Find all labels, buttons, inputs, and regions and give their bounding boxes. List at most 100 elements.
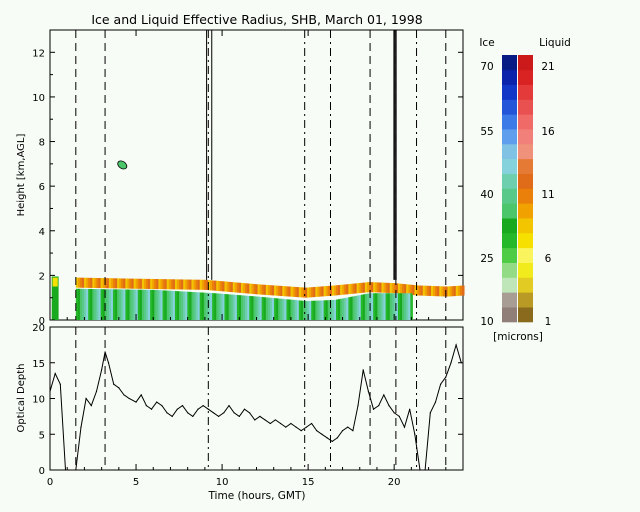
liquid-cloud-cell [220,281,223,292]
optical-depth-point [75,469,77,471]
optical-depth-point [135,401,137,403]
top-ytick-label: 4 [39,227,45,238]
optical-depth-point [378,405,380,407]
liquid-cloud-cell [150,278,153,289]
optical-depth-point [145,405,147,407]
liquid-cloud-cell [327,285,331,296]
ice-cloud-cell [164,290,168,320]
liquid-cloud-cell [236,282,240,293]
liquid-cloud-cell [172,279,176,290]
optical-depth-point [101,369,103,371]
liquid-cloud-cell [319,286,323,297]
liquid-cloud-cell [369,282,372,293]
colorbar-liquid-tick: 16 [541,126,555,138]
liquid-cloud-cell [210,280,213,291]
liquid-cloud-cell [226,281,230,292]
optical-depth-point [207,408,209,410]
ice-cloud-cell [305,301,308,320]
ice-cloud-cell [224,294,228,320]
top-ytick-label: 8 [39,138,45,149]
bottom-ytick-label: 15 [32,359,45,370]
colorbar-ice-cell [502,262,517,278]
ice-cloud-cell [327,300,331,320]
ice-cloud-cell [340,298,343,320]
ice-cloud-cell [356,295,360,320]
ice-cloud-cell [373,293,376,320]
liquid-cloud-cell [389,282,393,294]
optical-depth-point [269,422,271,425]
colorbar-liquid-cell [518,55,533,71]
ice-cloud-cell [181,291,184,320]
liquid-cloud-cell [333,285,337,296]
colorbar-ice-cell [502,307,517,323]
optical-depth-point [166,412,168,414]
ice-cloud-cell [381,293,384,320]
liquid-cloud-cell [433,286,436,297]
liquid-cloud-cell [216,280,219,291]
optical-depth-point [104,351,106,353]
liquid-cloud-cell [115,278,118,289]
liquid-cloud-cell [381,282,384,293]
ice-cloud-cell [352,296,356,320]
liquid-cloud-cell [338,285,341,296]
liquid-cloud-cell [203,279,207,290]
optical-depth-point [321,433,323,435]
top-ytick-label: 0 [39,316,45,327]
ice-cloud-cell [276,298,279,320]
colorbar-liquid-tick: 21 [541,61,554,73]
ice-cloud-cell [364,293,368,320]
ice-cloud-cell [329,300,333,320]
ice-cloud-cell [222,293,225,320]
liquid-cloud-cell [439,286,442,297]
bottom-ytick-label: 20 [32,323,45,334]
ice-cloud-cell [201,292,205,320]
optical-depth-point [372,408,375,410]
ice-cloud-cell [354,295,358,320]
colorbar-ice-scale [502,55,517,323]
ice-cloud-cell [371,293,374,320]
ice-cloud-cell [88,288,91,320]
colorbar-ice-cell [502,292,517,308]
liquid-cloud-cell [302,287,306,298]
ice-cloud-cell [82,288,85,320]
optical-depth-point [238,415,240,417]
ice-cloud-cell [302,300,306,320]
optical-depth-point [197,408,199,410]
top-ytick-label: 12 [32,48,45,59]
ice-cloud-cell [298,300,302,320]
colorbar-ice-cell [502,158,517,174]
liquid-cloud-cell [245,283,248,294]
ice-cloud-cell [280,298,283,320]
liquid-cloud-cell [166,279,170,290]
liquid-cloud-cell [307,287,310,298]
optical-depth-point [254,419,256,421]
liquid-cloud-cell [181,279,184,290]
ice-cloud-cell [152,289,155,320]
optical-depth-point [316,430,318,432]
colorbar-liquid-cell [518,307,533,323]
liquid-cloud-cell [280,285,283,296]
top-ytick-label: 6 [39,182,45,193]
optical-depth-point [90,405,92,407]
optical-depth-point [54,372,56,375]
optical-depth-point [274,419,277,421]
ice-cloud-cell [331,300,335,320]
ice-cloud-cell [267,297,271,320]
top-ytick-label: 10 [32,93,45,104]
optical-depth-point [49,390,51,392]
liquid-cloud-cell [135,278,139,289]
liquid-cloud-cell [412,285,415,296]
ice-cloud-cell [108,289,112,320]
liquid-cloud-cell [123,278,126,289]
liquid-cloud-cell [108,278,112,289]
liquid-cloud-cell [176,279,180,290]
ice-cloud-cell [360,294,364,320]
ice-cloud-cell [245,295,248,320]
liquid-cloud-cell [205,279,209,290]
ice-cloud-cell [375,293,378,320]
liquid-cloud-cell [294,286,298,297]
ice-cloud-cell [172,290,176,320]
liquid-cloud-cell [152,278,155,290]
optical-depth-point [347,426,349,428]
colorbar-liquid-cell [518,292,533,308]
